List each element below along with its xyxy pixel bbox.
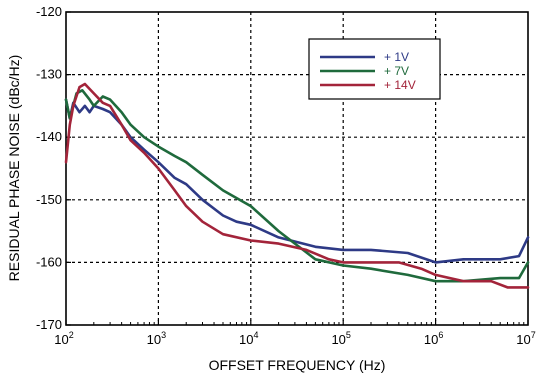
y-tick-label: -160	[36, 254, 62, 269]
x-tick-base: 10	[54, 332, 68, 347]
legend-label: + 14V	[384, 78, 416, 92]
x-tick-exponent: 6	[438, 330, 443, 340]
series-line-2	[64, 89, 530, 283]
y-tick-label: -120	[36, 4, 62, 19]
x-tick-exponent: 2	[69, 330, 74, 340]
x-tick-exponent: 4	[254, 330, 259, 340]
x-tick-exponent: 7	[531, 330, 536, 340]
x-tick-label: 106	[424, 330, 443, 347]
legend-label: + 7V	[384, 64, 409, 78]
x-axis-title: OFFSET FREQUENCY (Hz)	[209, 357, 386, 373]
x-tick-label: 104	[239, 330, 258, 347]
x-tick-label: 105	[331, 330, 350, 347]
y-tick-label: -150	[36, 192, 62, 207]
x-tick-base: 10	[331, 332, 345, 347]
x-tick-base: 10	[147, 332, 161, 347]
legend-box	[308, 38, 441, 100]
y-axis-title: RESIDUAL PHASE NOISE (dBc/Hz)	[6, 55, 22, 282]
x-tick-exponent: 5	[346, 330, 351, 340]
x-tick-base: 10	[516, 332, 530, 347]
x-tick-label: 103	[147, 330, 166, 347]
series-line-3	[64, 82, 530, 289]
x-tick-exponent: 3	[161, 330, 166, 340]
series-lines	[64, 82, 530, 289]
plot-area	[65, 11, 529, 326]
grid	[66, 12, 528, 325]
y-tick-label: -140	[36, 129, 62, 144]
series-line-1	[64, 98, 530, 264]
x-tick-label: 107	[516, 330, 535, 347]
x-tick-base: 10	[424, 332, 438, 347]
y-tick-label: -130	[36, 67, 62, 82]
x-tick-label: 102	[54, 330, 73, 347]
legend: + 1V+ 7V+ 14V	[308, 38, 441, 100]
y-tick-label: -170	[36, 317, 62, 332]
y-axis: -120 -130 -140 -150 -160 -170	[36, 4, 71, 332]
x-tick-base: 10	[239, 332, 253, 347]
x-axis: 102 103 104 105 106 107	[54, 320, 536, 347]
legend-label: + 1V	[384, 50, 409, 64]
